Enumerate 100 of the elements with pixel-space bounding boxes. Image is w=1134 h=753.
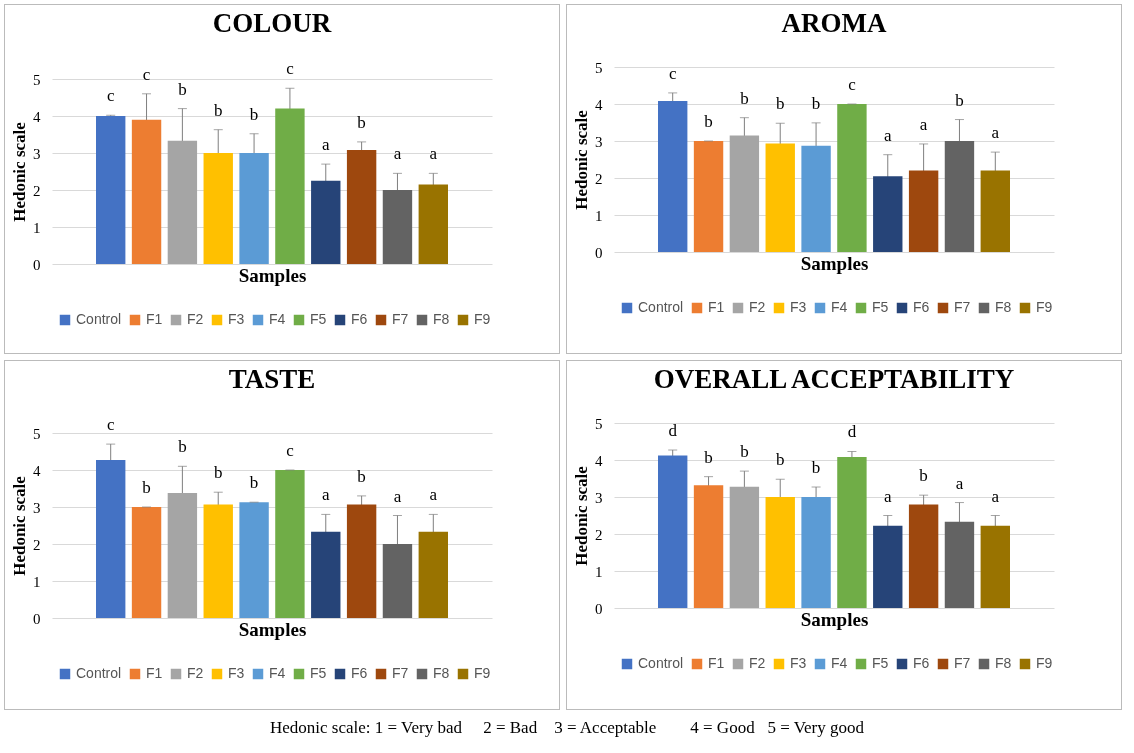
data-label: a	[919, 114, 928, 134]
x-axis-title: Samples	[800, 252, 869, 274]
legend-label: F4	[831, 299, 848, 315]
legend-label: F9	[1036, 655, 1053, 671]
y-tick-label: 3	[595, 489, 603, 506]
y-tick-label: 0	[33, 610, 41, 627]
data-label: b	[357, 466, 366, 486]
data-label: a	[321, 135, 330, 155]
y-tick-label: 4	[33, 108, 41, 125]
data-label: a	[393, 144, 402, 164]
data-label: b	[249, 104, 259, 124]
data-label: b	[142, 478, 151, 497]
legend-label: F5	[310, 665, 327, 681]
text: Hedonic scale: 1 = Very bad 2 = Bad 3 = Acceptable 4 = Good 5 = Very good	[269, 718, 865, 738]
chart-title: TASTE	[228, 364, 316, 395]
data-label: b	[775, 450, 785, 470]
legend-label: Control	[638, 299, 684, 315]
y-tick-label: 5	[595, 59, 603, 76]
data-label: b	[249, 473, 259, 493]
data-label: a	[321, 485, 330, 505]
legend-label: F2	[749, 299, 766, 315]
data-label: a	[429, 485, 438, 505]
legend-label: F7	[392, 665, 409, 681]
legend-label: F1	[708, 655, 725, 671]
data-label: b	[213, 100, 223, 120]
y-axis-title: Hedonic scale	[572, 465, 591, 566]
data-label: b	[775, 94, 785, 114]
data-label: b	[740, 442, 749, 462]
x-axis-title: Samples	[238, 264, 307, 286]
y-tick-label: 4	[595, 452, 603, 469]
legend-label: F8	[995, 655, 1012, 671]
data-label: d	[668, 421, 678, 441]
data-label: b	[811, 93, 821, 113]
data-label: d	[847, 422, 857, 442]
legend-label: F6	[351, 665, 368, 681]
data-label: b	[357, 112, 366, 132]
y-tick-label: 0	[595, 600, 603, 617]
legend-label: F3	[790, 655, 807, 671]
legend-label: F5	[310, 311, 327, 327]
y-tick-label: 0	[595, 244, 603, 261]
data-label: b	[178, 79, 187, 99]
legend-label: F4	[831, 655, 848, 671]
y-tick-label: 4	[595, 96, 603, 113]
legend-label: F8	[433, 665, 450, 681]
y-tick-label: 2	[595, 526, 603, 543]
data-label: a	[955, 473, 964, 493]
data-label: a	[393, 486, 402, 506]
legend-label: Control	[76, 665, 122, 681]
legend-label: F7	[954, 299, 971, 315]
y-tick-label: 2	[33, 182, 41, 199]
data-label: a	[991, 486, 1000, 506]
chart-title: COLOUR	[212, 8, 332, 39]
data-label: a	[883, 125, 892, 145]
data-label: c	[106, 415, 115, 435]
legend-label: F1	[146, 665, 163, 681]
chart-title: OVERALL ACCEPTABILITY	[653, 364, 1015, 394]
legend-label: F5	[872, 299, 889, 315]
data-label: c	[286, 441, 295, 460]
legend-label: F3	[790, 299, 807, 315]
data-label: b	[213, 463, 223, 483]
y-tick-label: 3	[33, 499, 41, 516]
legend-label: F9	[474, 311, 491, 327]
data-label: b	[919, 466, 928, 486]
y-axis-title: Hedonic scale	[10, 475, 29, 576]
y-tick-label: 2	[595, 170, 603, 187]
y-tick-label: 5	[595, 415, 603, 432]
legend-label: F4	[269, 311, 286, 327]
y-axis-title: Hedonic scale	[10, 121, 29, 222]
y-tick-label: 3	[595, 133, 603, 150]
legend-label: F1	[146, 311, 163, 327]
legend-label: F7	[392, 311, 409, 327]
y-tick-label: 1	[33, 573, 41, 590]
legend-label: F2	[187, 311, 204, 327]
data-label: b	[955, 90, 964, 110]
data-label: b	[178, 437, 187, 457]
data-label: c	[142, 64, 151, 84]
legend-label: F6	[351, 311, 368, 327]
data-label: c	[668, 63, 677, 83]
legend-label: F3	[228, 665, 245, 681]
legend-label: F2	[749, 655, 766, 671]
data-label: b	[704, 112, 713, 131]
data-label: c	[848, 75, 857, 94]
data-label: b	[811, 458, 821, 478]
legend-label: F6	[913, 299, 930, 315]
y-tick-label: 1	[33, 219, 41, 236]
y-tick-label: 2	[33, 536, 41, 553]
data-label: b	[740, 88, 749, 108]
data-label: c	[286, 59, 295, 79]
data-label: a	[429, 144, 438, 164]
legend-label: F7	[954, 655, 971, 671]
y-tick-label: 4	[33, 462, 41, 479]
legend-label: F9	[1036, 299, 1053, 315]
data-label: b	[704, 447, 713, 467]
chart-title: AROMA	[781, 8, 887, 38]
y-tick-label: 3	[33, 145, 41, 162]
legend-label: Control	[76, 311, 122, 327]
y-tick-label: 5	[33, 425, 41, 442]
x-axis-title: Samples	[800, 608, 869, 630]
y-tick-label: 1	[595, 563, 603, 580]
legend-label: Control	[638, 655, 684, 671]
